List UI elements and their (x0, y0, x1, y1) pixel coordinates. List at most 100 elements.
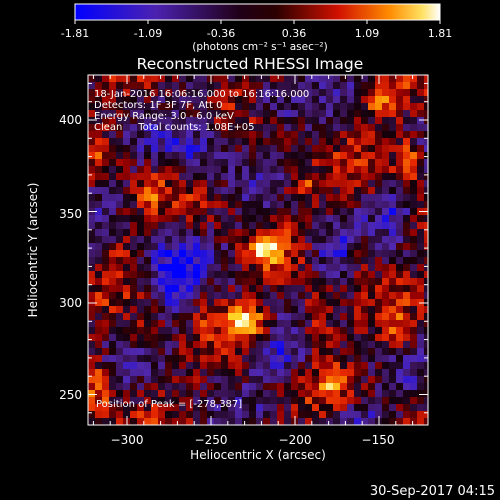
image-pixel (151, 299, 158, 306)
image-pixel (312, 124, 319, 131)
image-pixel (123, 229, 130, 236)
image-pixel (375, 376, 382, 383)
image-pixel (410, 306, 417, 313)
image-pixel (361, 320, 368, 327)
image-pixel (88, 243, 95, 250)
image-pixel (319, 278, 326, 285)
image-pixel (375, 96, 382, 103)
image-pixel (382, 166, 389, 173)
image-pixel (221, 215, 228, 222)
image-pixel (277, 376, 284, 383)
image-pixel (179, 187, 186, 194)
image-pixel (151, 418, 158, 425)
image-pixel (186, 271, 193, 278)
image-pixel (277, 292, 284, 299)
image-pixel (291, 215, 298, 222)
image-pixel (305, 131, 312, 138)
image-pixel (137, 390, 144, 397)
image-pixel (256, 404, 263, 411)
y-tick-label: 250 (59, 388, 82, 402)
image-pixel (179, 264, 186, 271)
image-pixel (116, 257, 123, 264)
image-pixel (305, 418, 312, 425)
image-pixel (221, 411, 228, 418)
image-pixel (333, 138, 340, 145)
image-pixel (368, 390, 375, 397)
image-pixel (235, 82, 242, 89)
image-pixel (186, 201, 193, 208)
image-pixel (361, 187, 368, 194)
image-pixel (242, 75, 249, 82)
image-pixel (284, 159, 291, 166)
image-pixel (116, 418, 123, 425)
image-pixel (256, 138, 263, 145)
image-pixel (417, 313, 424, 320)
image-pixel (368, 117, 375, 124)
image-pixel (298, 285, 305, 292)
image-pixel (88, 222, 95, 229)
image-pixel (298, 103, 305, 110)
image-pixel (277, 110, 284, 117)
image-pixel (256, 82, 263, 89)
image-pixel (368, 229, 375, 236)
image-pixel (298, 411, 305, 418)
image-pixel (179, 327, 186, 334)
image-pixel (403, 313, 410, 320)
image-pixel (410, 299, 417, 306)
image-pixel (186, 145, 193, 152)
image-pixel (417, 362, 424, 369)
image-pixel (354, 180, 361, 187)
image-pixel (144, 320, 151, 327)
image-pixel (130, 383, 137, 390)
image-pixel (263, 355, 270, 362)
image-pixel (144, 152, 151, 159)
image-pixel (130, 285, 137, 292)
image-pixel (263, 390, 270, 397)
image-pixel (207, 222, 214, 229)
image-pixel (158, 327, 165, 334)
image-pixel (284, 166, 291, 173)
image-pixel (298, 201, 305, 208)
image-pixel (333, 110, 340, 117)
image-pixel (298, 138, 305, 145)
image-pixel (368, 82, 375, 89)
image-pixel (284, 411, 291, 418)
image-pixel (410, 103, 417, 110)
image-pixel (158, 278, 165, 285)
image-pixel (95, 292, 102, 299)
image-pixel (375, 222, 382, 229)
image-pixel (333, 418, 340, 425)
image-pixel (256, 376, 263, 383)
image-pixel (319, 404, 326, 411)
image-pixel (214, 82, 221, 89)
image-pixel (137, 180, 144, 187)
image-pixel (361, 89, 368, 96)
image-pixel (382, 103, 389, 110)
image-pixel (214, 208, 221, 215)
image-pixel (333, 201, 340, 208)
image-pixel (298, 243, 305, 250)
image-pixel (165, 215, 172, 222)
image-pixel (326, 243, 333, 250)
image-pixel (354, 89, 361, 96)
image-pixel (326, 369, 333, 376)
info-detectors: Detectors: 1F 3F 7F, Att 0 (94, 100, 222, 111)
image-pixel (305, 264, 312, 271)
image-pixel (158, 187, 165, 194)
image-pixel (319, 89, 326, 96)
image-pixel (382, 124, 389, 131)
image-pixel (249, 271, 256, 278)
image-pixel (109, 334, 116, 341)
image-pixel (403, 285, 410, 292)
image-pixel (382, 194, 389, 201)
image-pixel (116, 348, 123, 355)
image-pixel (319, 124, 326, 131)
image-pixel (123, 327, 130, 334)
image-pixel (312, 278, 319, 285)
image-pixel (123, 313, 130, 320)
image-pixel (305, 404, 312, 411)
image-pixel (249, 187, 256, 194)
image-pixel (298, 194, 305, 201)
image-pixel (403, 390, 410, 397)
